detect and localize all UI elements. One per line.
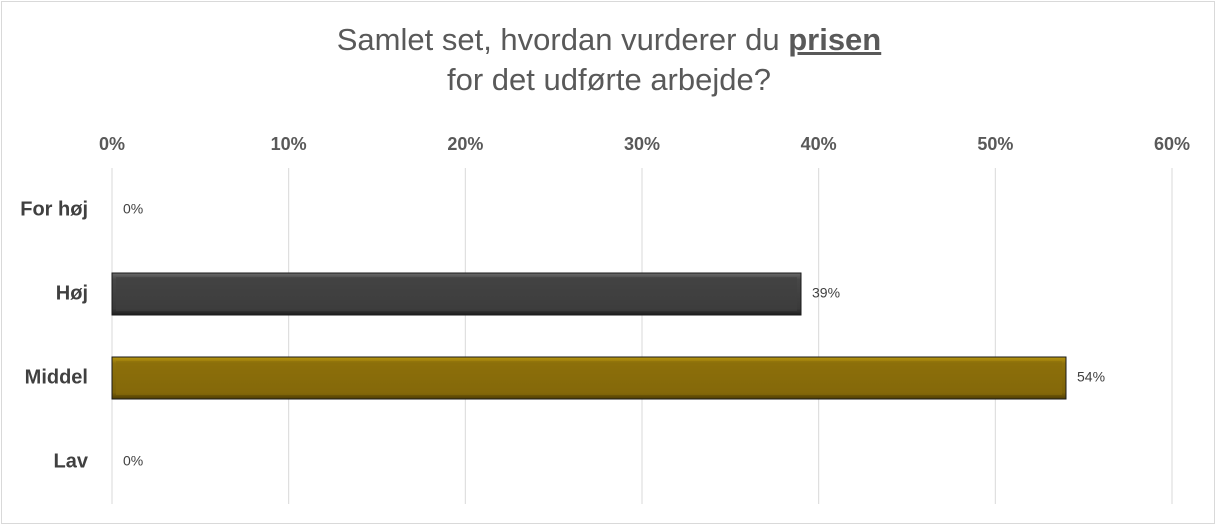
category-label: Middel <box>25 366 88 388</box>
data-label: 0% <box>123 453 143 469</box>
data-label: 39% <box>812 285 840 301</box>
x-tick-label: 30% <box>624 134 660 154</box>
data-labels: 0% 39% 54% 0% <box>123 201 1105 469</box>
x-tick-label: 10% <box>271 134 307 154</box>
bar-middel <box>111 356 1067 400</box>
x-tick-label: 60% <box>1154 134 1190 154</box>
x-tick-label: 40% <box>801 134 837 154</box>
chart-title-line-2: for det udførte arbejde? <box>447 62 771 97</box>
category-labels: For høj Høj Middel Lav <box>20 198 89 472</box>
bars <box>111 272 1067 400</box>
category-label: For høj <box>20 198 88 220</box>
chart-title-line-1: Samlet set, hvordan vurderer du prisen <box>0 20 1218 60</box>
data-label: 0% <box>123 201 143 217</box>
chart-title: Samlet set, hvordan vurderer du prisen f… <box>0 20 1218 100</box>
bar-bevel <box>116 361 1062 395</box>
x-tick-label: 0% <box>99 134 125 154</box>
x-tick-label: 20% <box>447 134 483 154</box>
data-label: 54% <box>1077 369 1105 385</box>
category-label: Høj <box>56 282 88 304</box>
bar-høj <box>111 272 802 316</box>
chart-title-prefix: Samlet set, hvordan vurderer du <box>336 22 789 57</box>
bar-bevel <box>116 277 797 311</box>
grid-lines <box>111 168 1173 504</box>
category-label: Lav <box>54 450 89 472</box>
chart-title-emphasis: prisen <box>788 22 882 57</box>
x-tick-label: 50% <box>977 134 1013 154</box>
x-axis-tick-labels: 0% 10% 20% 30% 40% 50% 60% <box>99 134 1190 154</box>
